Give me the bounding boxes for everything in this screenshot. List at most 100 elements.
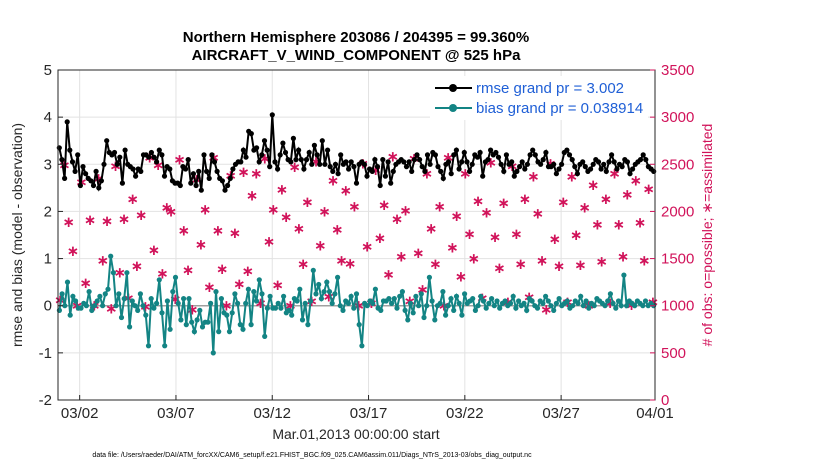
obs-count-point: ∗ (126, 190, 139, 208)
rmse-point (282, 149, 289, 156)
rmse-point (101, 161, 107, 167)
rmse-point (159, 152, 165, 158)
bias-point (164, 298, 170, 304)
rmse-point (114, 161, 120, 167)
bias-point (443, 312, 449, 318)
bias-point (97, 293, 103, 299)
rmse-point (498, 161, 504, 167)
rmse-point (317, 161, 323, 167)
rmse-point (64, 119, 70, 125)
bias-point (116, 291, 122, 297)
bias-point (151, 305, 157, 311)
rmse-point (448, 171, 454, 177)
rmse-point (254, 145, 260, 151)
rmse-point (138, 168, 144, 174)
bias-point (399, 289, 405, 295)
bias-point (426, 274, 432, 280)
rmse-point (154, 159, 160, 165)
bias-point (197, 307, 203, 313)
obs-count-point: ∗ (195, 235, 208, 253)
bias-point (483, 305, 489, 311)
rmse-point (80, 164, 86, 170)
rmse-point (248, 131, 254, 137)
bias-point (418, 291, 424, 297)
bias-point (478, 293, 484, 299)
obs-count-point: ∗ (642, 180, 655, 198)
bias-point (178, 317, 184, 323)
rmse-point (188, 180, 194, 186)
bias-point (513, 305, 519, 311)
rmse-point (264, 147, 270, 153)
obs-count-point: ∗ (165, 202, 178, 220)
bias-point (156, 277, 162, 283)
obs-count-point: ∗ (425, 219, 438, 237)
obs-count-point: ∗ (638, 251, 651, 269)
obs-count-point: ∗ (267, 201, 280, 219)
bias-point (78, 305, 84, 311)
rmse-point (401, 159, 407, 165)
obs-count-point: ∗ (553, 257, 566, 275)
rmse-point (303, 157, 310, 163)
rmse-point (346, 166, 352, 172)
plot-frame (57, 69, 656, 401)
rmse-point (325, 147, 331, 153)
obs-count-point: ∗ (271, 276, 284, 294)
obs-count-point: ∗ (340, 182, 353, 200)
rmse-point (306, 149, 312, 156)
bias-point (186, 296, 192, 302)
bias-point (480, 298, 487, 304)
rmse-point (532, 152, 538, 158)
rmse-point (196, 168, 202, 174)
rmse-point (146, 154, 152, 160)
rmse-point (90, 182, 97, 189)
y-right-axis-ticks: 3500 3000 2500 2000 1500 1000 500 0 (650, 62, 694, 409)
bias-point (421, 314, 427, 321)
obs-count-point: ∗ (399, 201, 412, 219)
rmse-point (374, 164, 381, 170)
x-tick-label: 03/22 (446, 405, 484, 422)
obs-count-point: ∗ (429, 255, 442, 273)
y-right-tick-label: 3500 (661, 62, 694, 79)
x-tick-label: 03/17 (350, 405, 388, 422)
bias-point (502, 298, 508, 304)
x-tick-label: 03/27 (542, 405, 580, 422)
bias-point (108, 253, 114, 259)
rmse-point (93, 168, 99, 174)
rmse-point (543, 149, 549, 156)
bias-point (529, 298, 535, 304)
obs-count-point: ∗ (331, 220, 344, 238)
obs-count-point: ∗ (391, 210, 404, 228)
y-right-tick-label: 1500 (661, 251, 694, 268)
obs-count-point: ∗ (446, 238, 459, 256)
obs-count-point: ∗ (79, 274, 92, 292)
bias-point (521, 300, 527, 306)
bias-point (470, 296, 476, 302)
obs-count-point: ∗ (600, 190, 613, 208)
bias-point (397, 293, 403, 299)
bias-point (613, 305, 619, 311)
bias-point (267, 293, 273, 299)
rmse-point (553, 171, 560, 177)
bias-point (256, 277, 262, 283)
obs-count-point: ∗ (250, 165, 263, 183)
rmse-point (269, 112, 275, 118)
bias-point (232, 291, 238, 297)
bias-point (226, 329, 233, 335)
rmse-point (651, 168, 657, 174)
obs-count-point: ∗ (570, 226, 583, 244)
y-left-tick-label: 3 (44, 156, 52, 173)
rmse-point (643, 157, 649, 163)
obs-count-point: ∗ (263, 233, 276, 251)
rmse-point (59, 157, 65, 163)
obs-count-point: ∗ (497, 194, 510, 212)
x-tick-label: 03/12 (253, 405, 291, 422)
bias-point (524, 307, 530, 313)
rmse-point (556, 166, 562, 172)
data-file-footnote: data file: /Users/raeder/DAI/ATM_forcXX/… (92, 452, 532, 459)
obs-count-point: ∗ (395, 248, 408, 266)
rmse-point (590, 161, 596, 167)
rmse-point (293, 157, 299, 163)
rmse-point (503, 152, 509, 158)
obs-count-point: ∗ (148, 241, 161, 259)
plot-area (58, 70, 655, 400)
